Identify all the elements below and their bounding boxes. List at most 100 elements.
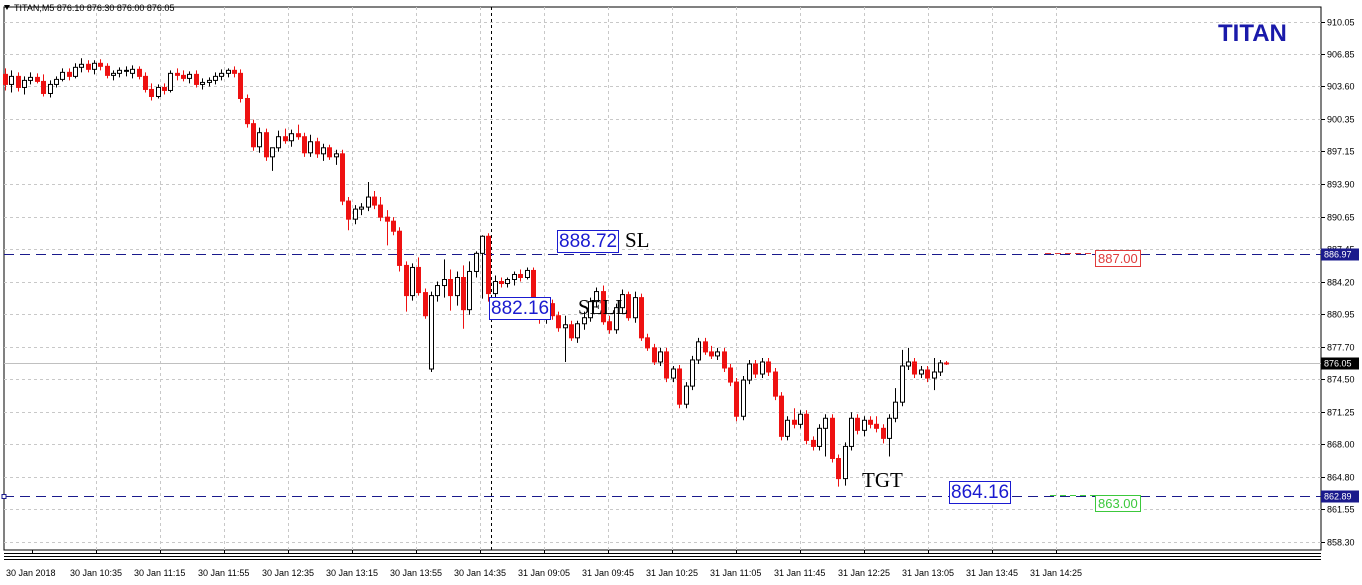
symbol-info: TITAN,M5 876.10 876.30 876.00 876.05 — [14, 3, 175, 13]
y-tick-label: 906.85 — [1327, 50, 1355, 60]
x-tick-label: 31 Jan 12:25 — [838, 568, 890, 578]
level-anchor[interactable] — [1, 494, 7, 499]
bear-candle — [448, 279, 453, 297]
bear-candle — [302, 136, 307, 154]
bull-candle — [594, 291, 599, 303]
bull-candle — [334, 153, 339, 158]
x-tick-label: 30 Jan 11:55 — [198, 568, 249, 578]
x-tick-label: 31 Jan 13:05 — [902, 568, 954, 578]
x-tick-label: 30 Jan 2018 — [6, 568, 56, 578]
high-price-box: 888.72 — [557, 230, 620, 253]
bear-candle — [486, 235, 491, 295]
bull-candle — [696, 341, 701, 361]
level-price-label: 886.97 — [1324, 250, 1352, 260]
bull-candle — [823, 417, 828, 429]
bull-candle — [156, 86, 161, 97]
y-tick-label: 858.30 — [1327, 538, 1355, 548]
x-tick-label: 30 Jan 11:15 — [134, 568, 185, 578]
bull-candle — [168, 72, 173, 91]
bear-candle — [855, 417, 860, 431]
bull-candle — [893, 401, 898, 419]
x-tick-label: 31 Jan 10:25 — [646, 568, 698, 578]
bull-candle — [429, 295, 434, 370]
bull-candle — [563, 324, 568, 329]
bear-candle — [461, 276, 466, 311]
bull-candle — [276, 136, 281, 149]
x-tick-label: 31 Jan 11:45 — [774, 568, 825, 578]
bear-candle — [664, 351, 669, 379]
bear-candle — [67, 71, 72, 77]
bull-candle — [289, 133, 294, 142]
bull-candle — [226, 69, 231, 74]
bull-candle — [512, 273, 517, 281]
tp-level-label: 863.00 — [1095, 495, 1141, 512]
bull-candle — [308, 141, 313, 154]
bear-candle — [728, 367, 733, 383]
bear-candle — [105, 65, 110, 76]
y-tick-label: 897.15 — [1327, 147, 1355, 157]
bear-candle — [868, 419, 873, 425]
bear-candle — [925, 369, 930, 379]
x-tick-label: 31 Jan 09:45 — [582, 568, 634, 578]
level-price-tag — [1321, 248, 1359, 261]
bear-candle — [378, 204, 383, 218]
bull-candle — [270, 147, 275, 158]
bull-candle — [9, 75, 14, 85]
y-tick-label: 877.70 — [1327, 343, 1355, 353]
bull-candle — [28, 76, 33, 81]
bull-candle — [525, 269, 530, 278]
bear-candle — [149, 88, 154, 97]
bear-candle — [944, 362, 949, 365]
bull-candle — [467, 270, 472, 311]
x-tick-label: 30 Jan 14:35 — [454, 568, 506, 578]
bear-candle — [518, 273, 523, 278]
bear-candle — [346, 200, 351, 220]
bear-candle — [3, 73, 8, 85]
bear-candle — [912, 361, 917, 375]
bull-candle — [582, 317, 587, 325]
plot-area — [3, 6, 1322, 551]
y-tick-label: 871.25 — [1327, 408, 1355, 418]
bear-candle — [639, 297, 644, 339]
bear-candle — [556, 315, 561, 329]
bear-candle — [677, 368, 682, 405]
bull-candle — [620, 294, 625, 309]
current-price-label: 876.05 — [1324, 359, 1352, 369]
bull-candle — [747, 363, 752, 381]
bull-candle — [73, 66, 78, 77]
bear-candle — [175, 72, 180, 76]
bull-candle — [207, 79, 212, 83]
bear-candle — [35, 76, 40, 82]
y-tick-label: 880.95 — [1327, 310, 1355, 320]
bull-candle — [130, 68, 135, 74]
bear-candle — [232, 69, 237, 74]
bear-candle — [245, 98, 250, 125]
bear-candle — [137, 68, 142, 77]
sl-annotation: SL — [625, 228, 650, 252]
x-tick-label: 30 Jan 12:35 — [262, 568, 314, 578]
bear-candle — [41, 80, 46, 94]
bull-candle — [785, 419, 790, 437]
bull-candle — [213, 75, 218, 81]
x-tick-label: 31 Jan 11:05 — [710, 568, 761, 578]
y-tick-label: 864.80 — [1327, 473, 1355, 483]
brand-title: TITAN — [1218, 20, 1287, 47]
bear-candle — [143, 75, 148, 90]
bull-candle — [715, 351, 720, 357]
bull-candle — [353, 208, 358, 220]
bull-candle — [200, 81, 205, 85]
bull-candle — [410, 266, 415, 297]
bear-candle — [722, 351, 727, 369]
bear-candle — [194, 73, 199, 85]
dropdown-triangle-icon[interactable] — [4, 5, 10, 10]
bull-candle — [79, 63, 84, 68]
bull-candle — [474, 252, 479, 272]
bull-candle — [455, 276, 460, 297]
bear-candle — [881, 427, 886, 439]
y-tick-label: 884.20 — [1327, 278, 1355, 288]
bear-candle — [753, 363, 758, 375]
bull-candle — [938, 362, 943, 373]
bear-candle — [315, 141, 320, 155]
bull-candle — [442, 279, 447, 287]
